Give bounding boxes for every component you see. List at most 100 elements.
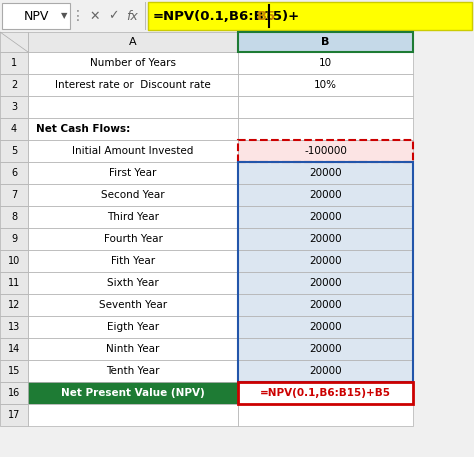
- Text: 20000: 20000: [309, 322, 342, 332]
- Bar: [238, 32, 413, 52]
- Text: Net Cash Flows:: Net Cash Flows:: [36, 124, 130, 134]
- Text: 9: 9: [11, 234, 17, 244]
- Bar: [0, 52, 28, 74]
- Text: Fourth Year: Fourth Year: [103, 234, 163, 244]
- Text: Interest rate or  Discount rate: Interest rate or Discount rate: [55, 80, 211, 90]
- Bar: [238, 74, 413, 96]
- Text: 20000: 20000: [309, 168, 342, 178]
- Text: 11: 11: [8, 278, 20, 288]
- Bar: [238, 360, 413, 382]
- Text: 15: 15: [8, 366, 20, 376]
- Text: 7: 7: [11, 190, 17, 200]
- Bar: [28, 206, 238, 228]
- Bar: [238, 382, 413, 404]
- Text: 20000: 20000: [309, 278, 342, 288]
- Text: 20000: 20000: [309, 300, 342, 310]
- Text: Eigth Year: Eigth Year: [107, 322, 159, 332]
- Text: 20000: 20000: [309, 212, 342, 222]
- Bar: [0, 250, 28, 272]
- Bar: [238, 162, 413, 382]
- Bar: [0, 96, 28, 118]
- Bar: [28, 338, 238, 360]
- Bar: [238, 32, 413, 52]
- Text: Second Year: Second Year: [101, 190, 165, 200]
- Bar: [238, 338, 413, 360]
- Text: Fith Year: Fith Year: [111, 256, 155, 266]
- Text: 10%: 10%: [314, 80, 337, 90]
- Text: 20000: 20000: [309, 366, 342, 376]
- Text: Seventh Year: Seventh Year: [99, 300, 167, 310]
- Text: -100000: -100000: [304, 146, 347, 156]
- Bar: [0, 425, 413, 426]
- Text: Net Present Value (NPV): Net Present Value (NPV): [61, 388, 205, 398]
- Bar: [0, 404, 28, 426]
- Bar: [28, 382, 238, 404]
- Bar: [28, 404, 238, 426]
- Text: Tenth Year: Tenth Year: [106, 366, 160, 376]
- Text: Third Year: Third Year: [107, 212, 159, 222]
- Text: 13: 13: [8, 322, 20, 332]
- Bar: [28, 32, 238, 52]
- Text: 10: 10: [319, 58, 332, 68]
- Text: NPV: NPV: [23, 10, 49, 22]
- Text: =NPV(0.1,B6:B15)+B5: =NPV(0.1,B6:B15)+B5: [260, 388, 391, 398]
- Bar: [145, 2, 146, 30]
- Bar: [0, 32, 28, 52]
- Bar: [0, 0, 474, 32]
- Bar: [238, 294, 413, 316]
- Bar: [28, 228, 238, 250]
- Text: ⋮: ⋮: [71, 9, 85, 23]
- Text: 16: 16: [8, 388, 20, 398]
- Bar: [238, 404, 413, 426]
- Bar: [0, 162, 28, 184]
- Bar: [0, 74, 28, 96]
- Bar: [28, 250, 238, 272]
- Bar: [0, 140, 28, 162]
- Text: 1: 1: [11, 58, 17, 68]
- Text: 10: 10: [8, 256, 20, 266]
- Text: ▼: ▼: [61, 11, 67, 21]
- Bar: [28, 140, 238, 162]
- Bar: [0, 184, 28, 206]
- Text: Number of Years: Number of Years: [90, 58, 176, 68]
- Bar: [28, 52, 238, 74]
- Bar: [238, 272, 413, 294]
- Text: 17: 17: [8, 410, 20, 420]
- Bar: [28, 118, 238, 140]
- Bar: [28, 162, 238, 184]
- Text: =NPV(0.1,B6:B15)+: =NPV(0.1,B6:B15)+: [153, 10, 300, 22]
- Bar: [238, 140, 413, 162]
- Text: A: A: [129, 37, 137, 47]
- Bar: [0, 360, 28, 382]
- Text: B: B: [321, 37, 330, 47]
- Text: ✕: ✕: [90, 10, 100, 22]
- Text: Ninth Year: Ninth Year: [106, 344, 160, 354]
- Text: Initial Amount Invested: Initial Amount Invested: [73, 146, 194, 156]
- Text: fx: fx: [126, 10, 138, 22]
- Bar: [238, 206, 413, 228]
- Text: 20000: 20000: [309, 256, 342, 266]
- Text: B5: B5: [257, 10, 276, 22]
- Bar: [28, 360, 238, 382]
- Bar: [238, 316, 413, 338]
- Bar: [238, 184, 413, 206]
- Text: 4: 4: [11, 124, 17, 134]
- Bar: [238, 228, 413, 250]
- Bar: [238, 382, 413, 404]
- Bar: [28, 184, 238, 206]
- Bar: [238, 52, 413, 74]
- Bar: [0, 118, 28, 140]
- Bar: [0, 338, 28, 360]
- Text: 12: 12: [8, 300, 20, 310]
- Bar: [148, 2, 472, 30]
- Bar: [238, 140, 413, 162]
- Text: ✓: ✓: [108, 10, 118, 22]
- Bar: [28, 294, 238, 316]
- Bar: [0, 206, 28, 228]
- Text: 2: 2: [11, 80, 17, 90]
- Bar: [0, 316, 28, 338]
- Text: 8: 8: [11, 212, 17, 222]
- Bar: [238, 162, 413, 184]
- Bar: [0, 228, 28, 250]
- Bar: [238, 118, 413, 140]
